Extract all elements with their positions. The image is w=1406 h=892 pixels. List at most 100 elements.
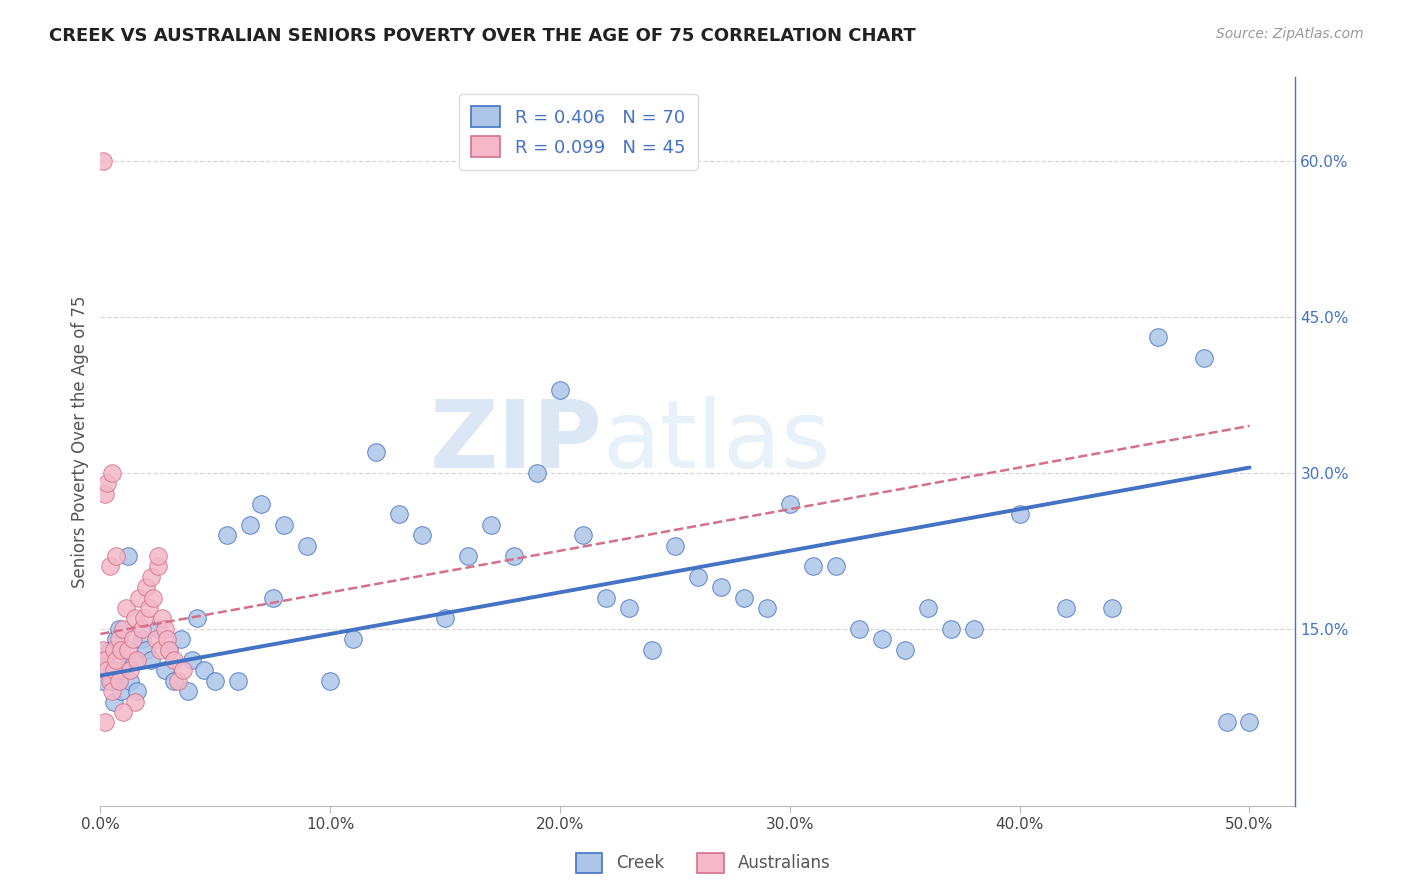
Point <box>146 559 169 574</box>
Point <box>434 611 457 625</box>
Point <box>142 591 165 605</box>
Point <box>94 653 117 667</box>
Point <box>107 632 129 647</box>
Point <box>146 622 169 636</box>
Point <box>91 642 114 657</box>
Point <box>101 673 124 688</box>
Point <box>138 601 160 615</box>
Point <box>149 642 172 657</box>
Point <box>132 611 155 625</box>
Point <box>146 549 169 563</box>
Point <box>1101 601 1123 615</box>
Point <box>94 486 117 500</box>
Point <box>1008 508 1031 522</box>
Point <box>98 642 121 657</box>
Point <box>181 653 204 667</box>
Point <box>124 611 146 625</box>
Point <box>388 508 411 522</box>
Point <box>120 673 142 688</box>
Point <box>167 673 190 688</box>
Point <box>91 673 114 688</box>
Point <box>131 622 153 636</box>
Point <box>96 664 118 678</box>
Point <box>215 528 238 542</box>
Point <box>96 664 118 678</box>
Point <box>112 664 135 678</box>
Point <box>262 591 284 605</box>
Point <box>893 642 915 657</box>
Point <box>548 383 571 397</box>
Point <box>107 673 129 688</box>
Point <box>1239 715 1261 730</box>
Point <box>686 570 709 584</box>
Point <box>503 549 526 563</box>
Point <box>824 559 846 574</box>
Point <box>319 673 342 688</box>
Point <box>526 466 548 480</box>
Point <box>755 601 778 615</box>
Point <box>112 622 135 636</box>
Point <box>710 580 733 594</box>
Point <box>157 642 180 657</box>
Point <box>250 497 273 511</box>
Point <box>94 653 117 667</box>
Legend: R = 0.406   N = 70, R = 0.099   N = 45: R = 0.406 N = 70, R = 0.099 N = 45 <box>458 94 697 169</box>
Point <box>124 653 146 667</box>
Point <box>120 664 142 678</box>
Point <box>226 673 249 688</box>
Text: atlas: atlas <box>602 395 831 488</box>
Point <box>96 476 118 491</box>
Point <box>139 653 162 667</box>
Point <box>779 497 801 511</box>
Point <box>186 611 208 625</box>
Point <box>1146 330 1168 344</box>
Point <box>163 673 186 688</box>
Point <box>153 664 176 678</box>
Point <box>101 466 124 480</box>
Point <box>103 664 125 678</box>
Point <box>204 673 226 688</box>
Point <box>848 622 870 636</box>
Point <box>342 632 364 647</box>
Point <box>105 632 128 647</box>
Text: Source: ZipAtlas.com: Source: ZipAtlas.com <box>1216 27 1364 41</box>
Text: ZIP: ZIP <box>429 395 602 488</box>
Point <box>1192 351 1215 366</box>
Point <box>1215 715 1237 730</box>
Point <box>98 559 121 574</box>
Point <box>131 632 153 647</box>
Point <box>135 642 157 657</box>
Point <box>110 684 132 698</box>
Point <box>870 632 893 647</box>
Point <box>105 653 128 667</box>
Point <box>117 549 139 563</box>
Point <box>176 684 198 698</box>
Point <box>103 695 125 709</box>
Point <box>127 653 149 667</box>
Point <box>135 580 157 594</box>
Point <box>98 673 121 688</box>
Point <box>366 445 388 459</box>
Point <box>153 622 176 636</box>
Point <box>664 539 686 553</box>
Point <box>917 601 939 615</box>
Y-axis label: Seniors Poverty Over the Age of 75: Seniors Poverty Over the Age of 75 <box>72 295 89 588</box>
Point <box>572 528 595 542</box>
Point <box>105 549 128 563</box>
Point <box>117 642 139 657</box>
Point <box>128 591 150 605</box>
Point <box>156 632 179 647</box>
Point <box>479 517 502 532</box>
Legend: Creek, Australians: Creek, Australians <box>569 847 837 880</box>
Point <box>124 695 146 709</box>
Point <box>107 622 129 636</box>
Point <box>295 539 318 553</box>
Point <box>733 591 755 605</box>
Point <box>172 664 194 678</box>
Point <box>273 517 295 532</box>
Point <box>110 642 132 657</box>
Point <box>939 622 962 636</box>
Point <box>617 601 640 615</box>
Point <box>112 705 135 719</box>
Point <box>1054 601 1077 615</box>
